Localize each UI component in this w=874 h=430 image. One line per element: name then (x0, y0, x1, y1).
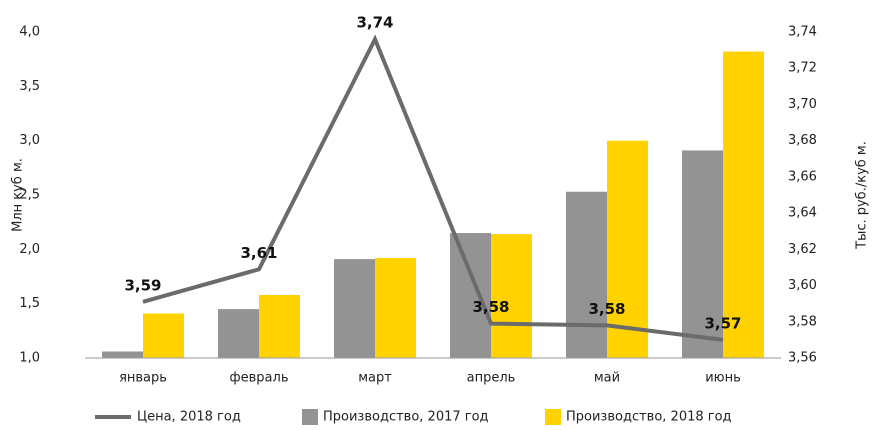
y2-tick-label: 3,68 (788, 133, 817, 148)
y2-tick-label: 3,60 (788, 278, 817, 293)
legend-swatch (545, 409, 561, 425)
legend-swatch (302, 409, 318, 425)
data-label: 3,74 (356, 14, 393, 32)
y-axis-title: Млн куб м. (11, 158, 26, 232)
legend-label: Цена, 2018 год (137, 410, 241, 425)
y-tick-label: 3,5 (19, 79, 40, 94)
data-label: 3,58 (588, 300, 625, 318)
bar (102, 351, 143, 358)
x-tick-label: март (358, 371, 392, 386)
x-tick-label: февраль (230, 371, 289, 386)
data-label: 3,61 (240, 244, 277, 262)
bar (491, 234, 532, 358)
bar (218, 309, 259, 358)
data-label: 3,58 (472, 298, 509, 316)
y2-tick-label: 3,58 (788, 314, 817, 329)
y2-tick-label: 3,72 (788, 61, 817, 76)
y2-tick-label: 3,70 (788, 97, 817, 112)
data-label: 3,59 (124, 276, 161, 294)
y-tick-label: 1,5 (19, 296, 40, 311)
bar (566, 191, 607, 358)
y2-axis-title: Тыс. руб./куб м. (855, 141, 870, 250)
y2-tick-label: 3,66 (788, 169, 817, 184)
y-tick-label: 4,0 (19, 25, 40, 40)
bar (375, 258, 416, 358)
y-tick-label: 2,5 (19, 188, 40, 203)
bar (682, 150, 723, 358)
y-tick-label: 2,0 (19, 242, 40, 257)
y2-tick-label: 3,74 (788, 25, 817, 40)
y2-tick-label: 3,62 (788, 242, 817, 257)
y2-tick-label: 3,64 (788, 206, 817, 221)
bar (450, 233, 491, 358)
bar (259, 294, 300, 358)
x-tick-label: январь (119, 371, 167, 386)
y-tick-label: 3,0 (19, 133, 40, 148)
bar (334, 259, 375, 358)
legend-label: Производство, 2018 год (566, 410, 732, 425)
y-tick-label: 1,0 (19, 351, 40, 366)
x-tick-label: май (594, 371, 620, 386)
data-label: 3,57 (704, 314, 741, 332)
x-tick-label: июнь (705, 371, 741, 386)
y2-tick-label: 3,56 (788, 351, 817, 366)
bar (723, 51, 764, 359)
bar (607, 140, 648, 358)
x-tick-label: апрель (467, 371, 516, 386)
legend-label: Производство, 2017 год (323, 410, 489, 425)
bar (143, 313, 184, 358)
line (142, 34, 724, 342)
